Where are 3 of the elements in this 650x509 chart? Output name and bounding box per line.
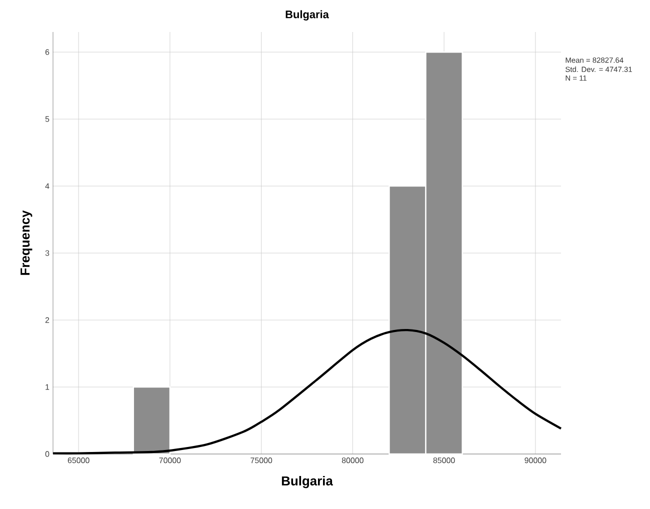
y-axis-title: Frequency [20, 210, 32, 275]
x-axis-title: Bulgaria [282, 476, 333, 488]
chart-title: Bulgaria [286, 10, 329, 21]
